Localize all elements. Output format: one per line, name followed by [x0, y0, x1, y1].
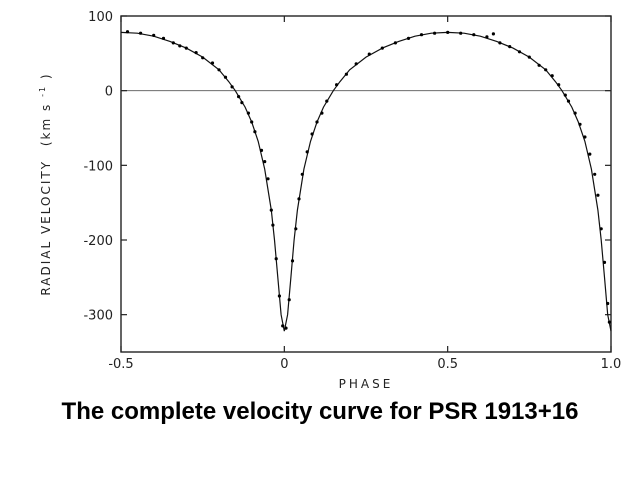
data-point: [573, 111, 577, 115]
data-point: [320, 111, 324, 115]
data-point: [171, 41, 175, 45]
data-point: [259, 148, 264, 152]
y-tick-label: -100: [83, 159, 113, 174]
x-tick-label: -0.5: [108, 357, 133, 372]
data-point: [508, 45, 512, 49]
y-axis-title: RADIAL VELOCITY (km s -1 ): [34, 72, 53, 295]
data-point: [606, 301, 610, 306]
data-point: [446, 30, 450, 34]
y-tick-label: 100: [88, 10, 113, 25]
velocity-curve: [120, 31, 612, 332]
data-point: [485, 35, 489, 39]
data-point: [517, 50, 522, 54]
data-point: [596, 193, 600, 197]
data-point: [230, 85, 234, 89]
data-point: [310, 132, 314, 136]
data-point: [459, 31, 463, 35]
data-point: [325, 99, 329, 103]
data-point: [599, 227, 603, 231]
data-point: [125, 30, 130, 34]
data-points: [125, 30, 612, 330]
x-ticks: -0.5 0 0.5 1.0: [108, 16, 621, 372]
data-point: [550, 74, 554, 78]
data-point: [367, 52, 371, 56]
data-point: [210, 61, 215, 65]
x-axis-title: PHASE: [339, 377, 394, 391]
data-point: [223, 75, 228, 79]
data-point: [194, 51, 198, 55]
data-point: [277, 294, 281, 298]
data-point: [566, 99, 571, 103]
data-point: [263, 160, 267, 164]
data-point: [152, 33, 156, 38]
y-tick-label: -200: [83, 234, 113, 249]
data-point: [380, 46, 384, 50]
velocity-chart: 100 0 -100 -200 -300 -0.5 0 0.5 1.0 PHASE RADIA…: [34, 10, 621, 391]
y-axis-title-main: RADIAL VELOCITY: [39, 160, 53, 296]
data-point: [588, 152, 592, 156]
data-point: [344, 72, 348, 76]
data-point: [419, 33, 424, 37]
data-point: [491, 32, 495, 36]
y-tick-label: 0: [105, 85, 113, 100]
data-point: [544, 68, 548, 72]
data-point: [139, 31, 143, 35]
x-tick-label: 0.5: [437, 357, 458, 372]
y-ticks: 100 0 -100 -200 -300: [83, 10, 611, 324]
x-tick-label: 0: [280, 357, 288, 372]
data-point: [335, 83, 339, 87]
data-point: [284, 326, 288, 330]
data-point: [300, 172, 304, 176]
data-point: [281, 324, 285, 328]
data-point: [237, 95, 241, 99]
data-point: [557, 83, 561, 87]
data-point: [271, 223, 275, 227]
data-point: [294, 227, 298, 231]
data-point: [563, 93, 567, 97]
data-point: [240, 101, 244, 105]
y-axis-unit-close: ): [39, 72, 53, 79]
data-point: [498, 41, 502, 45]
data-point: [297, 197, 301, 201]
data-point: [537, 63, 541, 67]
data-point: [287, 298, 291, 302]
data-point: [246, 111, 250, 115]
data-point: [184, 46, 188, 50]
data-point: [472, 33, 476, 37]
plot-frame: [120, 15, 612, 353]
data-point: [354, 62, 358, 66]
data-point: [433, 31, 437, 35]
data-point: [578, 122, 582, 126]
data-point: [269, 208, 273, 212]
data-point: [527, 55, 531, 59]
data-point: [583, 135, 587, 139]
data-point: [250, 120, 254, 124]
data-point: [178, 44, 182, 48]
y-tick-label: -300: [83, 309, 113, 324]
data-point: [602, 260, 607, 264]
y-axis-unit-exponent: -1: [38, 85, 47, 97]
x-tick-label: 1.0: [601, 357, 622, 372]
y-axis-unit: (km s: [39, 103, 53, 146]
data-point: [201, 56, 205, 60]
data-point: [593, 172, 597, 176]
data-point: [253, 130, 257, 134]
data-point: [406, 36, 411, 41]
data-point: [315, 120, 319, 124]
data-point: [161, 36, 166, 41]
data-point: [607, 320, 612, 324]
data-point: [274, 257, 278, 261]
figure-caption: The complete velocity curve for PSR 1913…: [61, 398, 579, 425]
data-point: [305, 150, 309, 154]
data-point: [266, 177, 270, 181]
data-point: [290, 259, 295, 263]
data-point: [393, 41, 397, 45]
data-point: [217, 68, 221, 72]
